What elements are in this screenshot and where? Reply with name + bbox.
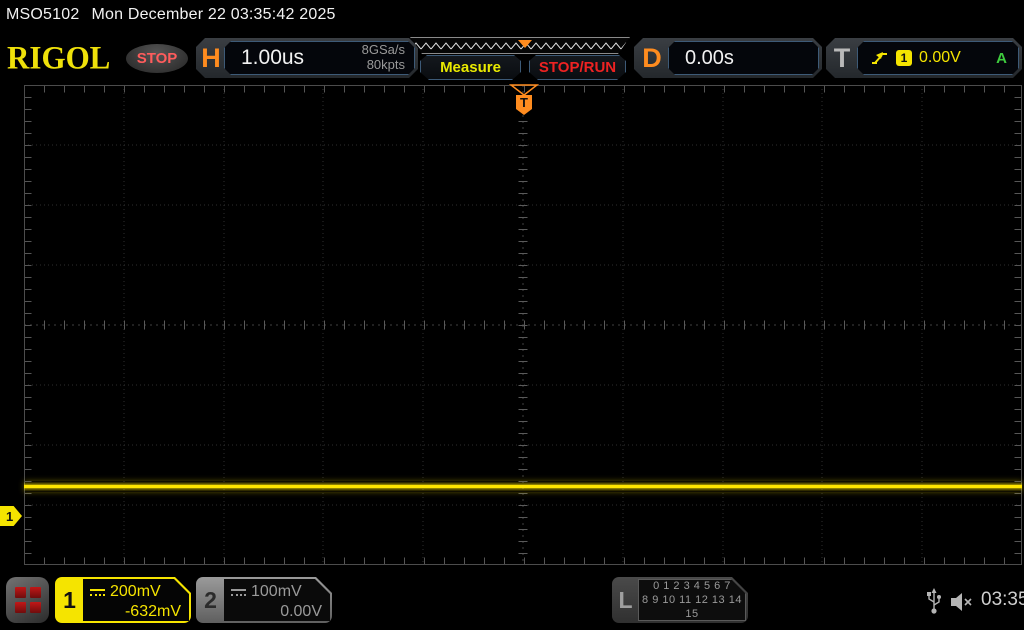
acquisition-status-badge: STOP: [126, 44, 188, 73]
measure-button-label: Measure: [440, 59, 501, 76]
measure-button[interactable]: Measure: [420, 55, 521, 80]
speaker-muted-icon[interactable]: [948, 591, 975, 613]
datetime-text: Mon December 22 03:35:42 2025: [91, 6, 336, 23]
channel1-scale: 200mV: [110, 583, 161, 600]
timebase-value[interactable]: 1.00us: [241, 46, 305, 69]
sample-rate: 8GSa/s: [361, 42, 405, 58]
memory-depth: 80kpts: [366, 57, 405, 72]
logic-channels-row2: 8 9 10 11 12 13 14 15: [642, 594, 742, 620]
stop-run-button-label: STOP/RUN: [538, 59, 617, 76]
clock-text: 03:35: [981, 589, 1024, 610]
channel2-status-block[interactable]: 2 100mV 0.00V: [196, 577, 332, 623]
channel1-offset: -632mV: [124, 603, 181, 620]
channel2-scale: 100mV: [251, 583, 302, 600]
memory-position-marker-icon: [518, 40, 532, 48]
logic-analyzer-status-block[interactable]: L 0 1 2 3 4 5 6 7 8 9 10 11 12 13 14 15: [612, 577, 748, 623]
logic-analyzer-label: L: [618, 586, 633, 613]
dc-coupling-icon: [231, 589, 246, 596]
channel2-number: 2: [204, 586, 217, 613]
model-name: MSO5102: [6, 6, 80, 23]
waveform-memory-indicator[interactable]: [410, 37, 630, 54]
trigger-settings-panel[interactable]: T 1 0.00V A: [826, 38, 1022, 78]
trigger-mode-indicator: A: [996, 49, 1007, 67]
channel2-offset: 0.00V: [280, 603, 322, 620]
usb-icon: [927, 588, 941, 614]
menu-grid-icon: [14, 587, 26, 598]
acquisition-status-label: STOP: [136, 50, 178, 67]
graticule-grid: [24, 85, 1022, 565]
delay-value[interactable]: 0.00s: [685, 46, 734, 69]
channel1-number: 1: [63, 586, 76, 613]
stop-run-button[interactable]: STOP/RUN: [529, 55, 626, 80]
delay-label: D: [642, 42, 662, 73]
trigger-marker-letter: T: [520, 95, 528, 110]
menu-grid-button[interactable]: [6, 577, 49, 623]
delay-settings-panel[interactable]: D 0.00s: [634, 38, 822, 78]
channel1-trace: [24, 481, 1022, 492]
rigol-logo: RIGOL: [7, 39, 111, 76]
trigger-source-badge[interactable]: 1: [896, 50, 912, 66]
logic-channels-row1: 0 1 2 3 4 5 6 7: [653, 580, 731, 592]
dc-coupling-icon: [90, 589, 105, 596]
channel1-status-block[interactable]: 1 200mV -632mV: [55, 577, 191, 623]
title-bar: MSO5102 Mon December 22 03:35:42 2025: [6, 6, 336, 24]
trigger-label: T: [833, 42, 851, 73]
rising-edge-trigger-icon: [870, 49, 889, 67]
waveform-display-area[interactable]: [24, 85, 1022, 565]
sample-rate-block: 8GSa/s 80kpts: [362, 43, 405, 73]
trigger-position-marker[interactable]: T: [509, 84, 539, 116]
horizontal-label: H: [201, 42, 221, 73]
horizontal-settings-panel[interactable]: H 1.00us 8GSa/s 80kpts: [196, 38, 418, 78]
memory-zigzag-icon: [411, 38, 629, 53]
channel1-position-marker[interactable]: 1: [0, 506, 22, 526]
trigger-level-value[interactable]: 0.00V: [919, 49, 961, 66]
channel1-marker-label: 1: [6, 508, 14, 524]
